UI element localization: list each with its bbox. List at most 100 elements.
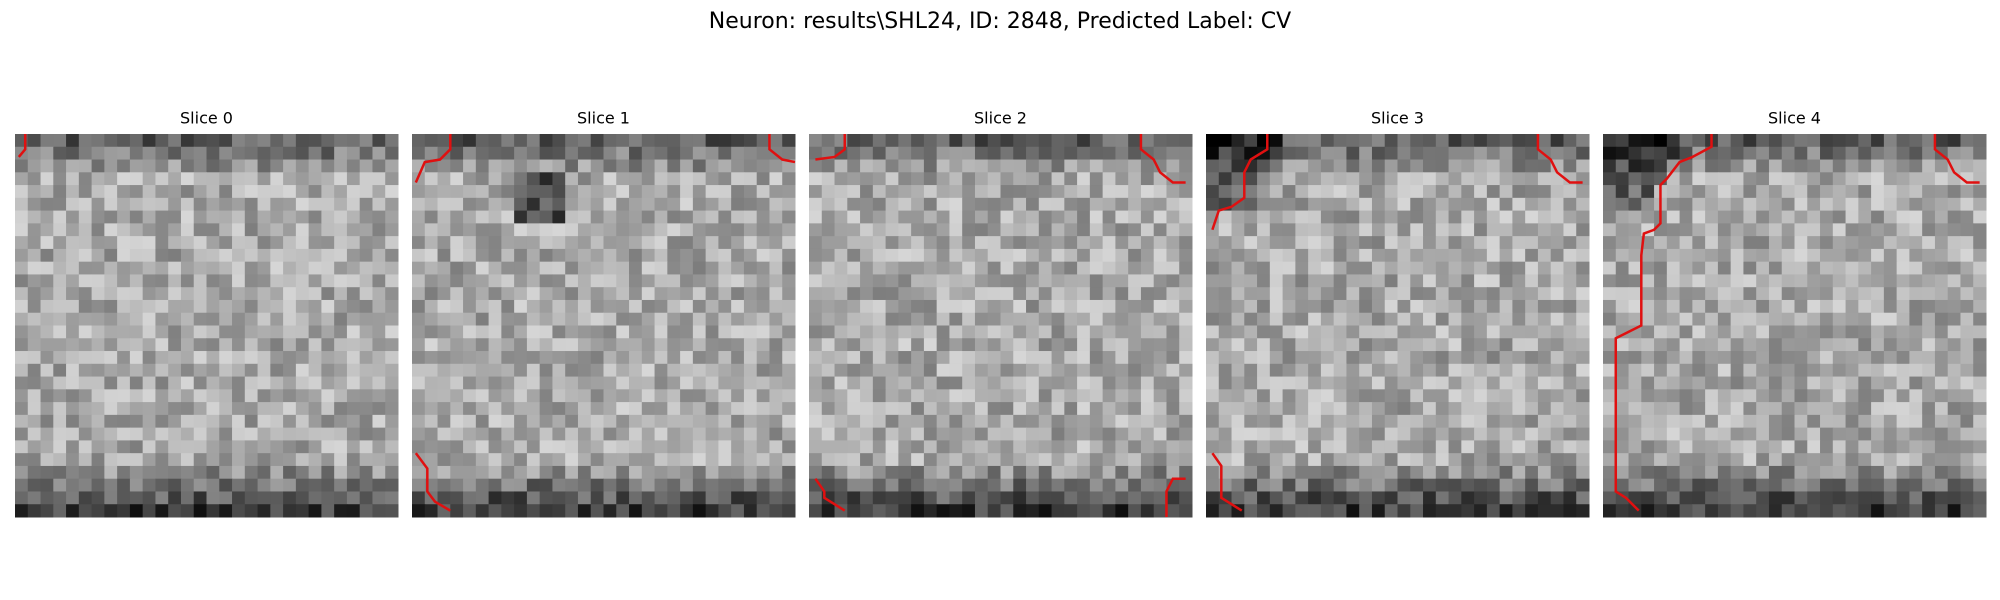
pixel <box>283 236 297 250</box>
pixel <box>295 491 310 505</box>
pixel <box>27 325 42 339</box>
pixel <box>1102 440 1116 454</box>
pixel <box>1832 274 1847 288</box>
pixel <box>1320 478 1335 492</box>
pixel <box>1346 197 1360 212</box>
pixel <box>1231 440 1245 454</box>
pixel <box>450 427 464 441</box>
pixel <box>219 146 233 161</box>
pixel <box>1832 197 1847 212</box>
pixel <box>1576 236 1590 250</box>
pixel <box>334 287 348 301</box>
pixel <box>1000 134 1014 148</box>
pixel <box>412 134 426 148</box>
pixel <box>40 504 54 518</box>
pixel <box>1128 478 1142 492</box>
pixel <box>1896 299 1910 314</box>
pixel <box>488 185 502 199</box>
pixel <box>565 338 579 352</box>
pixel <box>936 134 950 148</box>
pixel <box>1858 478 1872 492</box>
pixel <box>1883 274 1898 288</box>
pixel <box>1896 185 1910 199</box>
pixel <box>463 197 477 212</box>
pixel <box>257 440 271 454</box>
pixel <box>526 402 541 416</box>
pixel <box>898 146 912 161</box>
pixel <box>834 325 848 339</box>
pixel <box>244 312 259 326</box>
pixel <box>1717 427 1732 441</box>
pixel <box>1654 440 1668 454</box>
pixel <box>949 223 963 237</box>
pixel <box>936 325 950 339</box>
pixel <box>1410 376 1424 390</box>
pixel <box>308 478 322 492</box>
pixel <box>270 210 284 224</box>
pixel <box>66 210 80 224</box>
pixel <box>1089 146 1104 161</box>
pixel <box>1486 146 1501 161</box>
pixel <box>142 338 156 352</box>
pixel <box>1206 172 1220 186</box>
pixel <box>1089 223 1104 237</box>
pixel <box>1499 440 1513 454</box>
pixel <box>680 491 694 505</box>
pixel <box>27 287 42 301</box>
pixel <box>539 427 553 441</box>
pixel <box>501 491 515 505</box>
pixel <box>129 172 144 186</box>
pixel <box>1486 478 1501 492</box>
pixel <box>898 134 912 148</box>
pixel <box>692 248 707 263</box>
pixel <box>283 453 297 467</box>
pixel <box>1384 172 1398 186</box>
pixel <box>1512 197 1526 212</box>
pixel <box>1038 185 1053 199</box>
pixel <box>1807 414 1821 429</box>
pixel <box>1896 274 1910 288</box>
pixel <box>590 414 604 429</box>
pixel <box>616 338 630 352</box>
pixel <box>1102 376 1116 390</box>
pixel <box>129 465 144 480</box>
pixel <box>911 261 925 275</box>
pixel <box>1474 504 1488 518</box>
pixel <box>923 389 938 403</box>
pixel <box>1179 389 1193 403</box>
pixel <box>1807 504 1821 518</box>
pixel <box>1641 389 1655 403</box>
pixel <box>654 312 668 326</box>
pixel <box>705 478 719 492</box>
pixel <box>244 389 259 403</box>
pixel <box>168 325 182 339</box>
pixel <box>168 299 182 314</box>
pixel <box>321 491 335 505</box>
pixel <box>232 465 246 480</box>
pixel <box>1308 236 1322 250</box>
pixel <box>872 453 887 467</box>
pixel <box>641 261 656 275</box>
pixel <box>1730 172 1744 186</box>
pixel <box>731 236 745 250</box>
pixel <box>834 236 848 250</box>
pixel <box>936 146 950 161</box>
pixel <box>450 223 464 237</box>
pixel <box>1781 351 1795 365</box>
pixel <box>860 236 874 250</box>
pixel <box>974 465 989 480</box>
pixel <box>450 491 464 505</box>
pixel <box>1973 465 1987 480</box>
pixel <box>1743 223 1757 237</box>
pixel <box>1679 236 1693 250</box>
pixel <box>782 363 796 378</box>
pixel <box>731 172 745 186</box>
pixel <box>1269 351 1284 365</box>
pixel <box>1077 197 1091 212</box>
pixel <box>821 210 836 224</box>
pixel <box>987 185 1001 199</box>
pixel <box>475 197 490 212</box>
pixel <box>1077 478 1091 492</box>
pixel <box>295 185 310 199</box>
pixel <box>1525 402 1539 416</box>
